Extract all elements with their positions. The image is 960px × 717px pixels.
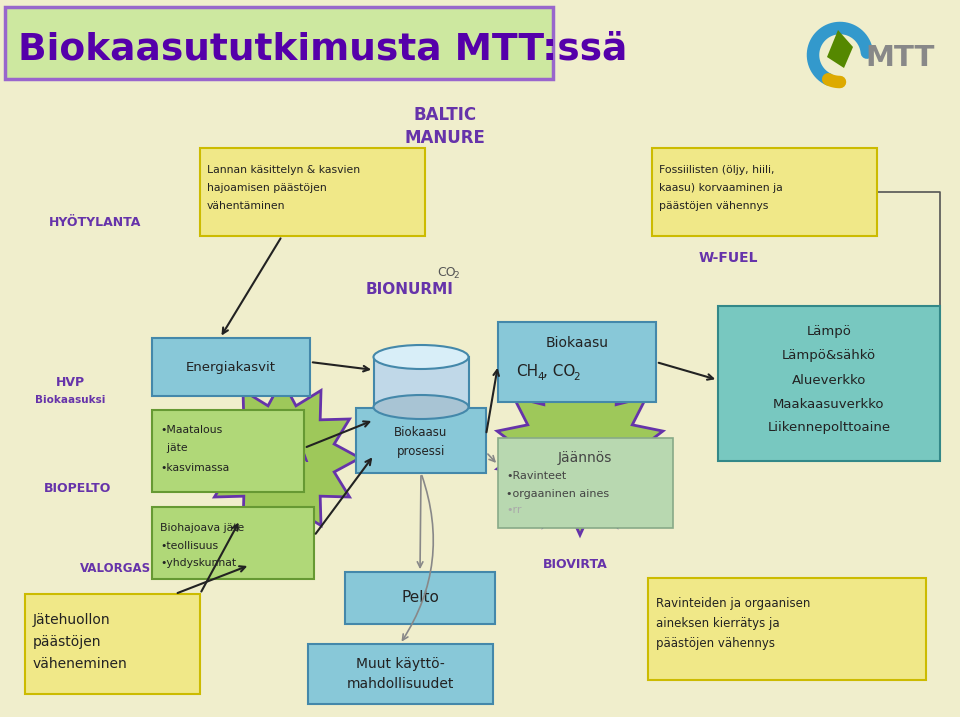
Text: BIOSAFE: BIOSAFE bbox=[546, 443, 613, 457]
Text: •yhdyskunnat: •yhdyskunnat bbox=[160, 558, 236, 568]
Bar bbox=[718, 306, 940, 461]
Text: BALTIC: BALTIC bbox=[414, 106, 476, 124]
Text: , CO: , CO bbox=[543, 364, 575, 379]
Polygon shape bbox=[497, 365, 662, 535]
Polygon shape bbox=[500, 490, 650, 640]
Polygon shape bbox=[572, 127, 708, 263]
Text: Biokaasututkimusta MTT:ssä: Biokaasututkimusta MTT:ssä bbox=[18, 31, 628, 67]
Text: 2: 2 bbox=[453, 272, 459, 280]
Text: MTT: MTT bbox=[865, 44, 934, 72]
Polygon shape bbox=[642, 170, 814, 346]
Polygon shape bbox=[460, 130, 600, 270]
Text: Ravinteiden ja orgaanisen: Ravinteiden ja orgaanisen bbox=[656, 597, 810, 609]
Text: Maakaasuverkko: Maakaasuverkko bbox=[773, 397, 885, 411]
Bar bbox=[200, 148, 425, 236]
Text: vähentäminen: vähentäminen bbox=[207, 201, 285, 211]
Polygon shape bbox=[336, 18, 554, 242]
Text: Jäännös: Jäännös bbox=[558, 451, 612, 465]
Polygon shape bbox=[188, 100, 412, 330]
Text: päästöjen vähennys: päästöjen vähennys bbox=[659, 201, 768, 211]
Polygon shape bbox=[100, 250, 240, 390]
Text: jäte: jäte bbox=[160, 443, 187, 453]
Text: BIOPELTO: BIOPELTO bbox=[44, 482, 111, 495]
Bar bbox=[498, 322, 656, 402]
Text: mahdollisuudet: mahdollisuudet bbox=[347, 677, 454, 691]
Text: Biokaasu: Biokaasu bbox=[395, 427, 447, 440]
Text: prosessi: prosessi bbox=[396, 445, 445, 458]
Text: Jätehuollon: Jätehuollon bbox=[33, 613, 110, 627]
Polygon shape bbox=[0, 125, 193, 325]
Bar bbox=[152, 507, 314, 579]
Text: BIONURMI: BIONURMI bbox=[366, 282, 454, 298]
Ellipse shape bbox=[373, 345, 468, 369]
Text: •Ravinteet: •Ravinteet bbox=[506, 471, 566, 481]
Text: Energiakasvit: Energiakasvit bbox=[186, 361, 276, 374]
Text: •teollisuus: •teollisuus bbox=[160, 541, 218, 551]
Bar bbox=[152, 410, 304, 492]
Text: Pelto: Pelto bbox=[401, 591, 439, 605]
Bar bbox=[652, 148, 877, 236]
Text: •kasvimassa: •kasvimassa bbox=[160, 463, 229, 473]
Bar bbox=[345, 572, 495, 624]
Text: Biohajoava jäte: Biohajoava jäte bbox=[160, 523, 244, 533]
Bar bbox=[356, 408, 486, 473]
Bar bbox=[648, 578, 926, 680]
Bar bbox=[152, 338, 310, 396]
Polygon shape bbox=[37, 490, 193, 646]
Text: Biokaasuksi: Biokaasuksi bbox=[35, 395, 106, 405]
Text: VALORGAS: VALORGAS bbox=[80, 561, 151, 574]
Text: Muut käyttö-: Muut käyttö- bbox=[355, 657, 444, 671]
Text: päästöjen vähennys: päästöjen vähennys bbox=[656, 637, 775, 650]
Text: Alueverkko: Alueverkko bbox=[792, 374, 866, 386]
Bar bbox=[25, 594, 200, 694]
Text: CO: CO bbox=[438, 265, 456, 278]
Bar bbox=[374, 357, 469, 407]
Polygon shape bbox=[735, 95, 865, 225]
Text: päästöjen: päästöjen bbox=[33, 635, 102, 649]
Text: 4: 4 bbox=[537, 372, 543, 382]
Bar bbox=[5, 7, 553, 79]
Text: Lämpö: Lämpö bbox=[806, 326, 852, 338]
Text: väheneminen: väheneminen bbox=[33, 657, 128, 671]
Bar bbox=[308, 644, 493, 704]
Text: •orgaaninen aines: •orgaaninen aines bbox=[506, 489, 610, 499]
Polygon shape bbox=[334, 342, 506, 518]
Text: BIOTILA: BIOTILA bbox=[254, 452, 310, 465]
Polygon shape bbox=[580, 440, 720, 580]
Text: Fossiilisten (öljy, hiili,: Fossiilisten (öljy, hiili, bbox=[659, 165, 775, 175]
Text: Lannan käsittelyn & kasvien: Lannan käsittelyn & kasvien bbox=[207, 165, 360, 175]
Text: aineksen kierrätys ja: aineksen kierrätys ja bbox=[656, 617, 780, 630]
Text: Lämpö&sähkö: Lämpö&sähkö bbox=[782, 349, 876, 363]
Text: MANURE: MANURE bbox=[404, 129, 486, 147]
Text: HYÖTYLANTA: HYÖTYLANTA bbox=[49, 216, 141, 229]
Text: W-FUEL: W-FUEL bbox=[698, 251, 757, 265]
Text: kaasu) korvaaminen ja: kaasu) korvaaminen ja bbox=[659, 183, 782, 193]
Text: •Maatalous: •Maatalous bbox=[160, 425, 223, 435]
Polygon shape bbox=[204, 380, 360, 536]
Text: BIOVIRTA: BIOVIRTA bbox=[542, 559, 608, 571]
Text: CH: CH bbox=[516, 364, 539, 379]
Text: HVP: HVP bbox=[56, 376, 84, 389]
Text: hajoamisen päästöjen: hajoamisen päästöjen bbox=[207, 183, 326, 193]
Polygon shape bbox=[827, 30, 853, 68]
Polygon shape bbox=[425, 445, 555, 575]
Text: Liikennepolttoaine: Liikennepolttoaine bbox=[767, 422, 891, 435]
Polygon shape bbox=[324, 202, 495, 378]
Text: •rr: •rr bbox=[506, 505, 521, 515]
Polygon shape bbox=[0, 308, 150, 472]
Ellipse shape bbox=[373, 395, 468, 419]
Bar bbox=[498, 438, 673, 528]
Text: Biokaasu: Biokaasu bbox=[545, 336, 609, 350]
Polygon shape bbox=[3, 413, 153, 563]
Text: 2: 2 bbox=[573, 372, 580, 382]
